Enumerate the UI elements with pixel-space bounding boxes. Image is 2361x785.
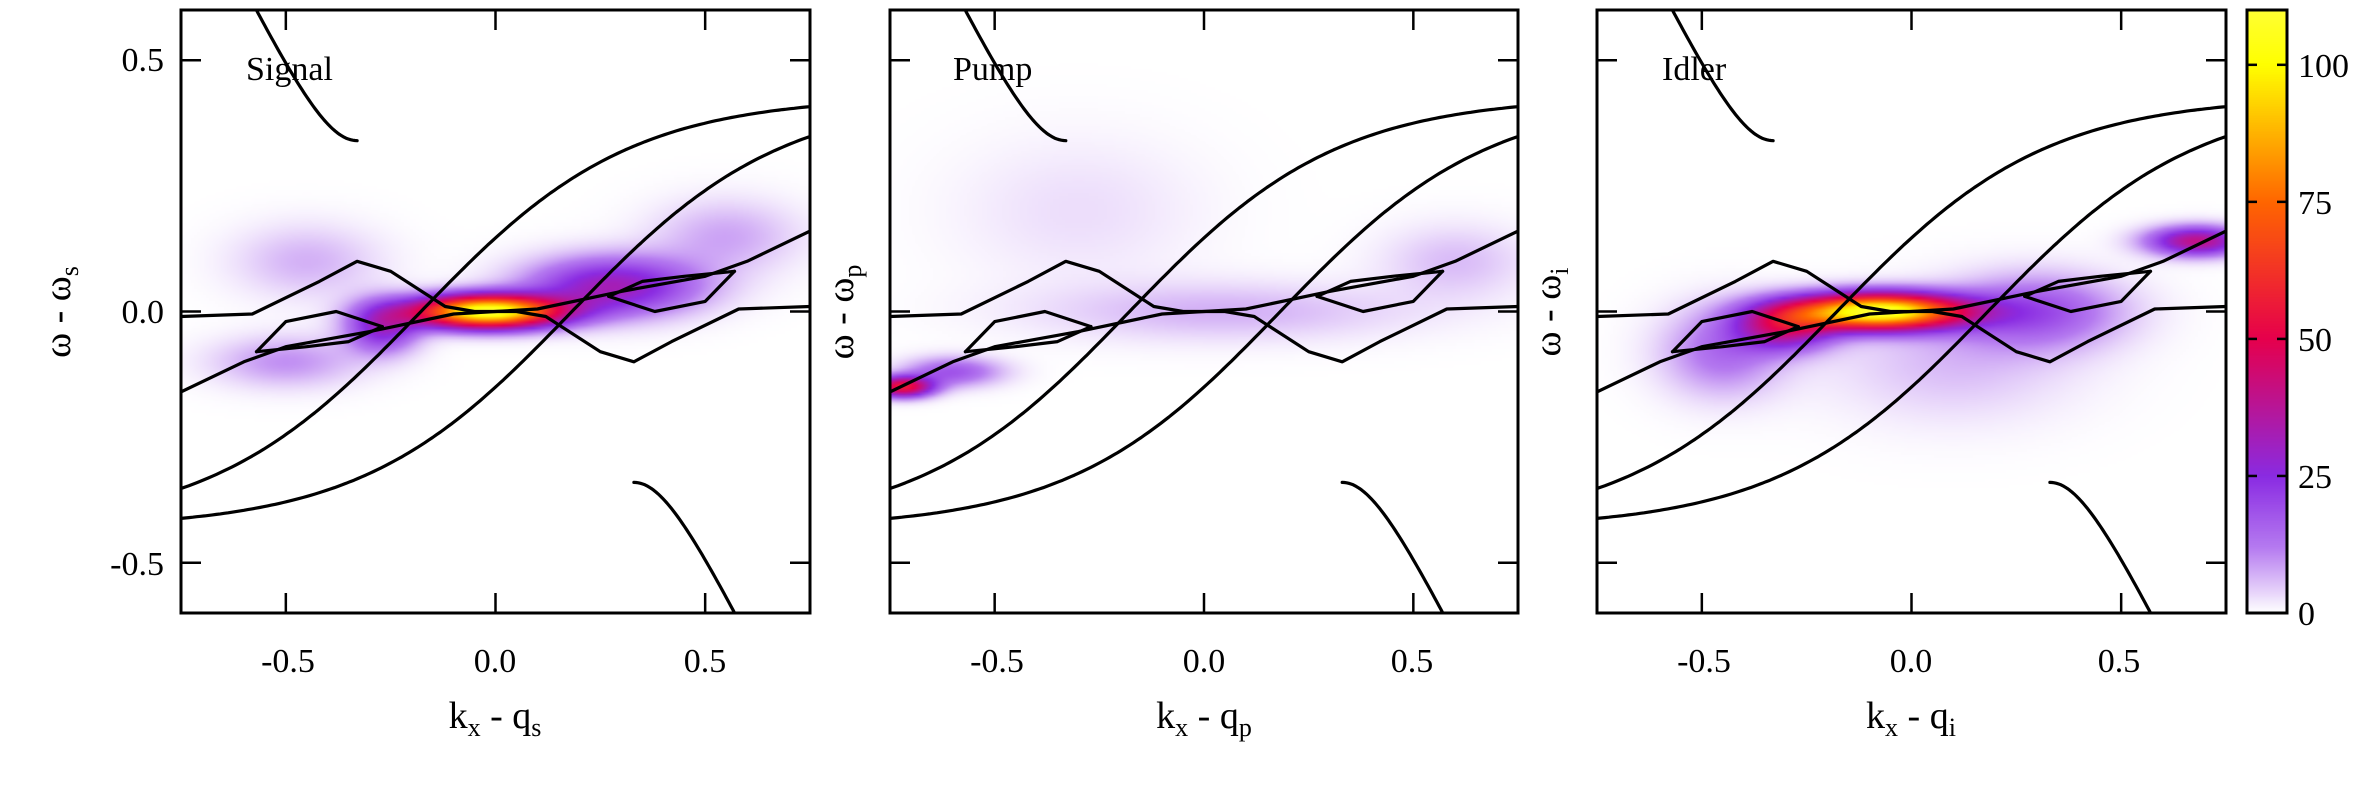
dispersion-branch xyxy=(963,325,1093,354)
ticks-signal xyxy=(181,10,810,613)
panel-signal: Signal -0.5 0.0 0.5 0.5 0.0 -0.5 kx - qs… xyxy=(37,8,812,742)
x-tick-label: 0.0 xyxy=(474,643,517,680)
panel-idler: Idler -0.5 0.0 0.5 kx - qi ω - ωi xyxy=(1527,8,2228,742)
panel-pump: Pump -0.5 0.0 0.5 kx - qp ω - ωp xyxy=(820,8,1520,742)
dispersion-branch xyxy=(1670,325,1800,354)
y-tick-label: 0.0 xyxy=(122,294,165,331)
colorbar: 0 25 50 75 100 xyxy=(2245,8,2349,633)
y-axis-title-signal: ω - ωs xyxy=(37,266,84,358)
dispersion-curves-pump xyxy=(890,10,1518,613)
dispersion-branch xyxy=(1597,105,2226,491)
y-axis-title-pump: ω - ωp xyxy=(820,265,867,360)
x-tick-label: 0.5 xyxy=(2098,643,2141,680)
colorbar-tick-label: 50 xyxy=(2298,322,2332,359)
dispersion-branch xyxy=(254,309,384,354)
colorbar-tick-label: 25 xyxy=(2298,459,2332,496)
dispersion-branch xyxy=(632,480,737,613)
dispersion-branch xyxy=(607,269,737,314)
dispersion-branch xyxy=(607,269,737,298)
dispersion-branch xyxy=(254,325,384,354)
x-tick-label: 0.5 xyxy=(1391,643,1434,680)
panel-title-idler: Idler xyxy=(1662,51,1727,88)
colorbar-frame xyxy=(2245,8,2289,615)
y-axis-title-idler: ω - ωi xyxy=(1527,268,1574,357)
colorbar-tick-label: 100 xyxy=(2298,48,2349,85)
dispersion-branch xyxy=(1670,309,1800,354)
dispersion-branch xyxy=(181,134,810,520)
x-axis-title-pump: kx - qp xyxy=(1156,695,1252,742)
ticks-pump xyxy=(890,10,1518,613)
dispersion-branch xyxy=(1597,134,2226,520)
dispersion-branch xyxy=(2023,269,2153,314)
dispersion-branch xyxy=(1340,480,1445,613)
x-tick-label: 0.5 xyxy=(684,643,727,680)
dispersion-branch xyxy=(1315,269,1445,314)
x-tick-label: 0.0 xyxy=(1890,643,1933,680)
dispersion-branch xyxy=(1315,269,1445,298)
x-axis-title-idler: kx - qi xyxy=(1866,695,1956,742)
dispersion-curves-idler xyxy=(1597,10,2226,613)
colorbar-tick-label: 75 xyxy=(2298,185,2332,222)
y-tick-label: 0.5 xyxy=(122,42,165,79)
dispersion-curves-signal xyxy=(181,10,810,613)
x-tick-label: -0.5 xyxy=(1677,643,1731,680)
colorbar-gradient xyxy=(2247,10,2287,613)
dispersion-branch xyxy=(890,134,1518,520)
dispersion-branch xyxy=(890,105,1518,491)
dispersion-branch xyxy=(181,105,810,491)
x-tick-label: -0.5 xyxy=(261,643,315,680)
colorbar-tick-label: 0 xyxy=(2298,596,2315,633)
y-tick-label: -0.5 xyxy=(110,546,164,583)
panel-title-signal: Signal xyxy=(246,51,333,88)
dispersion-branch xyxy=(1670,10,1775,143)
dispersion-branch xyxy=(2023,269,2153,298)
ticks-idler xyxy=(1597,10,2226,613)
dispersion-branch xyxy=(963,10,1068,143)
dispersion-branch xyxy=(254,10,359,143)
dispersion-branch xyxy=(963,309,1093,354)
dispersion-branch xyxy=(2048,480,2153,613)
x-tick-label: 0.0 xyxy=(1183,643,1226,680)
panel-title-pump: Pump xyxy=(953,51,1032,88)
x-axis-title-signal: kx - qs xyxy=(449,695,542,742)
x-tick-label: -0.5 xyxy=(970,643,1024,680)
